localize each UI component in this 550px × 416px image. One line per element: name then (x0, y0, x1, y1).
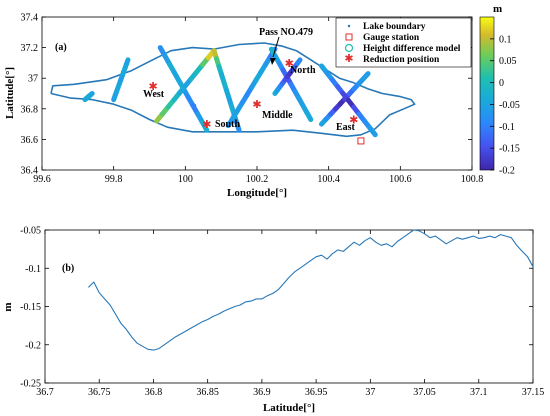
map-x-tick-label: 99.8 (105, 174, 123, 185)
map-x-tick-label: 100.2 (246, 174, 269, 185)
middle-label: Middle (262, 110, 293, 121)
profile-x-tick-label: 37.15 (522, 387, 545, 398)
profile-y-tick-label: -0.1 (25, 264, 41, 275)
legend-box (335, 17, 472, 68)
map-x-tick-label: 99.6 (33, 174, 51, 185)
colorbar-unit: m (493, 3, 502, 15)
north-label: North (290, 65, 316, 76)
colorbar-ticks: 0.1 0.05 0 -0.05 -0.1 -0.15 -0.2 (490, 34, 520, 177)
map-y-tick-label: 36.6 (21, 135, 39, 146)
profile-x-tick-label: 36.7 (36, 387, 54, 398)
track-segment (304, 109, 314, 123)
map-y-tick-label: 37.2 (21, 43, 39, 54)
lake-boundary-line (50, 42, 416, 138)
colorbar-tick-label: 0.05 (499, 56, 517, 67)
profile-x-tick-label: 37.05 (413, 387, 436, 398)
profile-x-axis-label: Latitude[°] (263, 402, 315, 414)
west-label: West (143, 89, 165, 100)
legend-lake-marker (347, 24, 351, 28)
map-y-tick-label: 36.4 (21, 166, 39, 177)
legend-reduction-marker: ✱ (344, 53, 353, 65)
map-x-tick-label: 100.8 (461, 174, 484, 185)
reduction-position-marker: ✱ (349, 115, 358, 127)
map-x-tick-label: 100.6 (389, 174, 412, 185)
map-y-tick-label: 36.8 (21, 104, 39, 115)
reduction-position-marker: ✱ (285, 58, 294, 70)
profile-x-tick-label: 36.8 (145, 387, 163, 398)
profile-x-tick-label: 37.1 (470, 387, 488, 398)
island-outline (253, 101, 261, 107)
profile-x-tick-label: 37 (365, 387, 375, 398)
legend-lake-boundary: Lake boundary (363, 22, 426, 32)
reduction-position-marker: ✱ (252, 99, 261, 111)
reduction-position-marker: ✱ (202, 119, 211, 131)
legend-reduction-position: Reduction position (363, 55, 440, 65)
profile-axis-ticks: 36.7 36.75 36.8 36.85 36.9 36.95 37 37.05 37.1 37… (20, 226, 544, 399)
map-x-axis-label: Longitude[°] (227, 187, 287, 199)
profile-y-tick-label: -0.2 (25, 340, 41, 351)
profile-series (88, 229, 534, 351)
colorbar-tick-label: -0.05 (499, 100, 520, 111)
profile-panel: 36.7 36.75 36.8 36.85 36.9 36.95 37 37.05 37.1 37… (2, 226, 544, 415)
profile-x-tick-label: 36.95 (305, 387, 328, 398)
profile-x-tick-label: 36.85 (196, 387, 219, 398)
south-label: South (215, 119, 240, 130)
profile-x-tick-label: 36.9 (253, 387, 271, 398)
colorbar-gradient (479, 16, 495, 171)
colorbar-tick-label: -0.2 (499, 166, 515, 177)
track-segment (294, 57, 303, 66)
pass-arrowhead (270, 58, 276, 65)
colorbar-tick-label: -0.15 (499, 144, 520, 155)
satellite-track (211, 48, 242, 133)
profile-y-axis-label: m (2, 302, 14, 311)
map-y-tick-label: 37.4 (21, 13, 39, 24)
legend-height-difference-model: Height difference model (363, 44, 461, 54)
track-segment (199, 119, 210, 133)
map-y-tick-label: 37 (28, 74, 38, 85)
profile-y-tick-label: -0.15 (20, 302, 41, 313)
satellite-track (157, 45, 210, 133)
colorbar-tick-label: 0.1 (499, 34, 512, 45)
map-legend: Lake boundary Gauge station Height diffe… (335, 17, 472, 68)
satellite-track (319, 63, 378, 138)
colorbar: m 0.1 0.05 0 -0.05 -0.1 -0.15 -0.2 (479, 3, 520, 177)
track-segment (234, 119, 242, 133)
reduction-position-marker: ✱ (148, 81, 157, 93)
map-markers: ✱ ✱ ✱ ✱ ✱ (148, 58, 365, 145)
satellite-track (111, 57, 131, 103)
east-label: East (336, 122, 356, 133)
track-segment (367, 125, 378, 138)
pass-arrow (272, 36, 280, 58)
map-x-tick-label: 100 (178, 174, 193, 185)
profile-y-tick-label: -0.25 (20, 379, 41, 390)
legend-gauge-station: Gauge station (363, 33, 420, 43)
map-panel: 99.6 99.8 100 100.2 100.4 100.6 100.8 36.4 36.6 3… (4, 3, 520, 199)
legend-gauge-marker (345, 33, 353, 41)
colorbar-tick-label: -0.1 (499, 122, 515, 133)
legend-height-model-marker (344, 43, 354, 53)
satellite-track (82, 91, 95, 103)
height-difference-tracks (82, 45, 378, 138)
profile-y-tick-label: -0.05 (20, 226, 41, 237)
profile-x-tick-label: 36.75 (88, 387, 111, 398)
track-segment (88, 91, 95, 97)
colorbar-tick-label: 0 (499, 78, 504, 89)
satellite-track (272, 57, 303, 96)
gauge-station-marker (357, 137, 365, 145)
track-segment (360, 71, 371, 82)
profile-line (88, 229, 534, 351)
profile-plot-frame (44, 229, 534, 384)
panel-label-b: (b) (62, 263, 74, 274)
panel-label-a: (a) (55, 42, 67, 53)
map-x-tick-label: 100.4 (317, 174, 340, 185)
track-segment (124, 57, 131, 67)
map-axis-ticks: 99.6 99.8 100 100.2 100.4 100.6 100.8 36.4 36.6 3… (21, 13, 484, 186)
map-y-axis-label: Latitude[°] (4, 67, 16, 119)
pass-annotation: Pass NO.479 (259, 27, 313, 38)
